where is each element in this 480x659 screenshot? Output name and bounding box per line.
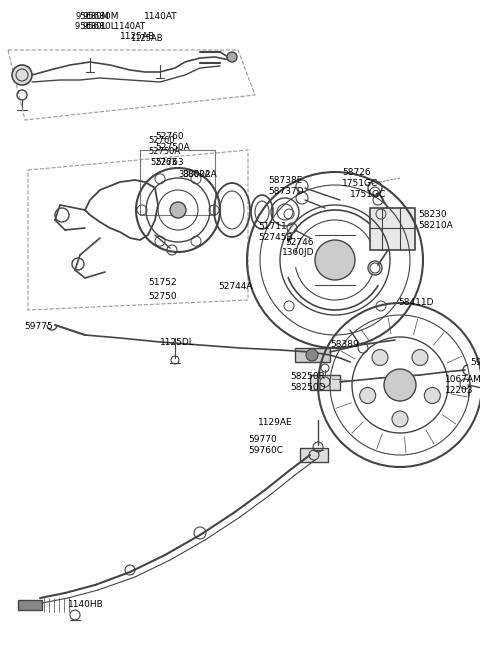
Polygon shape [18,600,42,610]
Polygon shape [300,448,328,462]
Text: 52745B: 52745B [258,233,293,242]
Text: 52744A: 52744A [218,282,252,291]
Text: 59770: 59770 [248,435,277,444]
Polygon shape [310,375,340,390]
Text: 95680L: 95680L [82,22,116,31]
Text: 58389: 58389 [330,340,359,349]
Text: 52750A: 52750A [155,143,190,152]
Text: 1751GC: 1751GC [350,190,386,199]
Text: 52746: 52746 [285,238,313,247]
Text: 59760C: 59760C [248,446,283,455]
Circle shape [227,52,237,62]
Text: 58411D: 58411D [398,298,433,307]
Circle shape [392,411,408,427]
Circle shape [372,349,388,366]
Text: 52750: 52750 [148,292,177,301]
Text: 1140HB: 1140HB [68,600,104,609]
Text: 95680M: 95680M [82,12,119,21]
Text: 1125DL: 1125DL [160,338,195,347]
Text: 1129AE: 1129AE [258,418,293,427]
Text: 52763: 52763 [155,158,184,167]
Text: 1360JD: 1360JD [282,248,314,257]
Text: 58210A: 58210A [418,221,453,230]
Circle shape [306,349,318,361]
Text: 58726: 58726 [342,168,371,177]
Circle shape [424,387,440,403]
Circle shape [315,240,355,280]
Text: 1751GC: 1751GC [342,179,378,188]
Text: 58738E: 58738E [268,176,302,185]
Circle shape [360,387,376,403]
Text: 58250R: 58250R [290,372,325,381]
Circle shape [412,349,428,366]
Text: 95680M: 95680M [75,12,109,21]
Text: 1140AT: 1140AT [144,12,178,21]
Text: 58737D: 58737D [268,187,304,196]
Text: 51711: 51711 [258,222,287,231]
Circle shape [12,65,32,85]
Text: 1125AB: 1125AB [130,34,163,43]
Text: 1125AB: 1125AB [120,32,155,41]
Text: 12203: 12203 [445,386,473,395]
Circle shape [384,369,416,401]
Text: 95680L   1140AT: 95680L 1140AT [75,22,145,31]
Text: 38002A: 38002A [182,170,217,179]
Text: 38002A: 38002A [178,170,210,179]
Text: 1067AM: 1067AM [445,375,480,384]
Text: 52760: 52760 [155,132,184,141]
Text: 52760: 52760 [148,136,175,145]
Text: 59775: 59775 [24,322,53,331]
Text: 51752: 51752 [148,278,177,287]
Text: 58250D: 58250D [290,383,325,392]
Polygon shape [370,208,415,250]
Text: 52763: 52763 [150,158,177,167]
Text: 59775: 59775 [470,358,480,367]
Text: 52750A: 52750A [148,147,180,156]
Text: 58230: 58230 [418,210,446,219]
Circle shape [170,202,186,218]
Polygon shape [295,348,330,362]
